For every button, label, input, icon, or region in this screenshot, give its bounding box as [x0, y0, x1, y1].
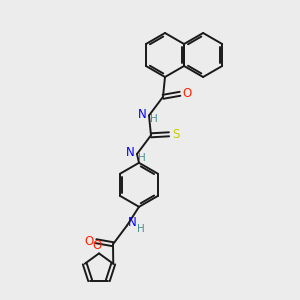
Text: H: H: [137, 224, 145, 233]
Text: N: N: [126, 146, 135, 160]
Text: O: O: [92, 239, 102, 252]
Text: O: O: [84, 235, 94, 248]
Text: N: N: [138, 108, 147, 121]
Text: S: S: [172, 128, 180, 141]
Text: H: H: [138, 153, 146, 163]
Text: N: N: [128, 216, 136, 229]
Text: O: O: [182, 87, 192, 100]
Text: H: H: [150, 115, 158, 124]
